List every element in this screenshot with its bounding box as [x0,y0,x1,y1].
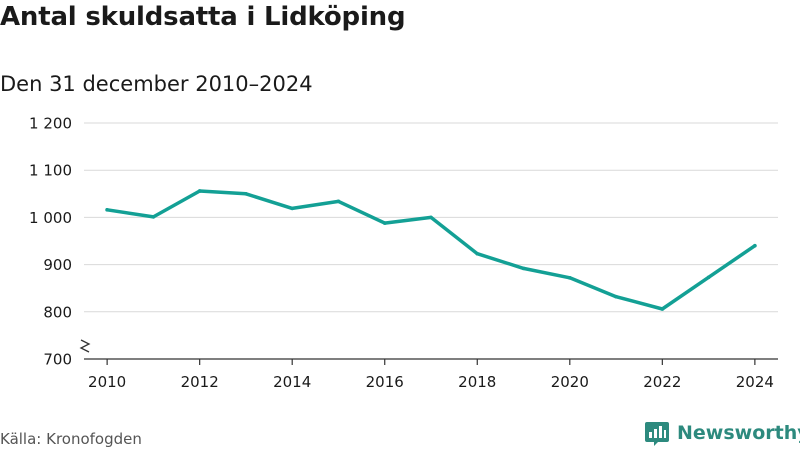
data-point [521,266,526,271]
data-point [706,275,711,280]
y-tick-label: 700 [43,351,72,369]
data-point [614,294,618,299]
x-tick-label: 2014 [273,373,311,391]
newsworthy-brand-name: Newsworthy [677,422,800,444]
x-tick-label: 2010 [88,373,126,391]
newsworthy-logo-icon [645,422,669,446]
newsworthy-logo[interactable]: Newsworthy [644,420,800,446]
y-tick-label: 1 000 [29,209,72,227]
source-note: Källa: Kronofogden [0,430,142,448]
x-axis: 2010 2012 2014 2016 2018 2020 2022 2024 [79,339,778,391]
x-tick-label: 2016 [366,373,404,391]
x-tick-label: 2018 [458,373,496,391]
y-tick-label: 1 200 [29,115,72,133]
data-point [197,189,202,193]
chart-title: Antal skuldsatta i Lidköping [0,2,406,32]
y-tick-label: 900 [43,256,72,274]
series-line [105,189,757,311]
x-tick-label: 2012 [181,373,219,391]
y-tick-label: 1 100 [29,162,72,180]
data-point [429,215,433,220]
y-axis-ticks: 700 800 900 1 000 1 100 1 200 [29,115,72,369]
data-point [382,221,387,225]
data-point [475,251,480,256]
data-series [105,189,757,311]
chart-subtitle: Den 31 december 2010–2024 [0,72,313,96]
x-tick-label: 2020 [551,373,589,391]
x-tick-label: 2024 [736,373,774,391]
data-point [105,208,109,212]
data-point [753,243,757,248]
data-point [244,192,248,196]
data-point [151,215,156,219]
x-tick-label: 2022 [643,373,681,391]
data-point [568,276,572,280]
y-tick-label: 800 [43,303,72,321]
data-point [290,206,295,211]
axis-break-icon [79,339,91,353]
data-point [660,307,665,311]
data-point [336,199,341,204]
